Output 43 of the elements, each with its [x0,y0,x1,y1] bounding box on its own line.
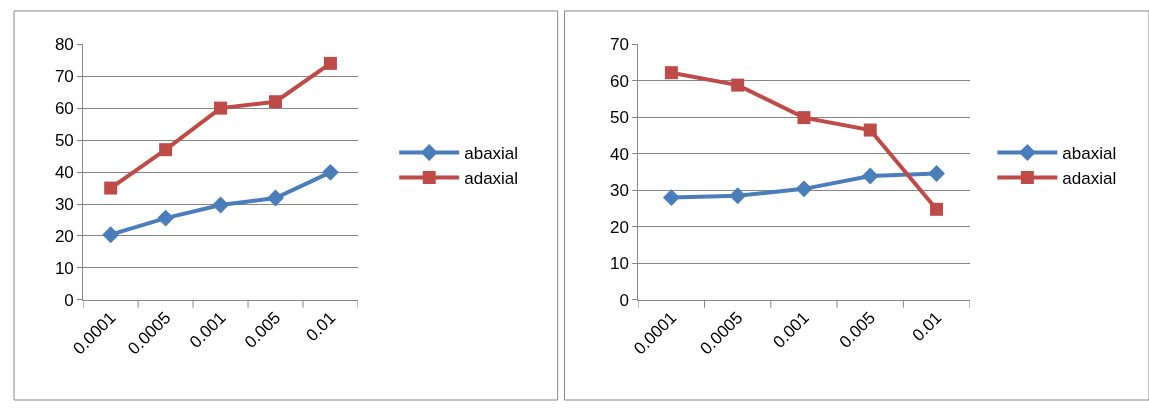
point [795,180,813,198]
y-tick-label: 70 [54,67,74,87]
point [664,66,678,80]
point [212,196,230,214]
x-tick-label: 0.01 [302,308,340,346]
point [928,165,945,182]
point [267,189,284,207]
point [930,202,944,216]
y-tick-label: 10 [609,254,629,274]
x-tick-label: 0.01 [908,308,946,346]
legend-label: adaxial [464,169,519,189]
point [662,189,680,207]
y-tick-label: 0 [64,290,74,310]
y-tick-label: 30 [54,194,74,214]
y-tick-label: 0 [619,290,629,310]
legend-label: abaxial [464,144,519,164]
point [861,167,879,185]
y-tick-label: 70 [609,35,629,55]
y-tick-label: 40 [609,144,629,164]
point [159,143,173,157]
y-tick-label: 20 [54,226,74,246]
y-tick-label: 60 [54,99,74,119]
y-tick-label: 50 [54,131,74,151]
point [731,78,745,92]
point [797,111,811,125]
point [214,101,228,115]
y-tick-label: 60 [609,71,629,91]
y-tick-label: 80 [54,35,74,55]
y-tick-label: 10 [54,258,74,278]
point [323,56,337,70]
point [729,187,747,205]
point [157,209,175,227]
point [863,123,877,137]
point [102,226,120,244]
point [104,181,118,195]
legend-label: adaxial [1062,169,1117,189]
point [269,95,283,109]
point [321,163,339,181]
y-tick-label: 50 [609,108,629,128]
legend-label: abaxial [1062,144,1117,164]
y-tick-label: 30 [609,181,629,201]
y-tick-label: 40 [54,163,74,182]
y-tick-label: 20 [609,217,629,237]
